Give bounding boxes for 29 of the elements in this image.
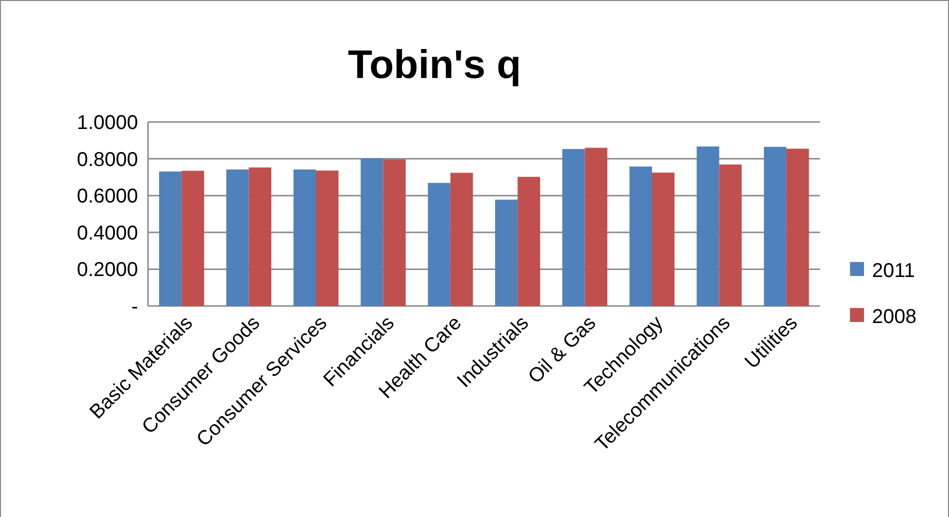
- bar: [584, 148, 608, 306]
- legend-label: 2011: [872, 260, 916, 282]
- bar: [719, 164, 742, 306]
- bar: [226, 169, 249, 306]
- chart-title: Tobin's q: [348, 43, 522, 87]
- bar: [293, 169, 316, 306]
- bar: [248, 167, 272, 306]
- bar: [495, 200, 518, 306]
- bar: [786, 148, 809, 306]
- bar: [182, 170, 204, 306]
- bar: [518, 176, 540, 306]
- bar: [159, 171, 182, 306]
- bar: [383, 160, 406, 306]
- bar: [696, 146, 720, 306]
- bar: [764, 146, 786, 306]
- y-tick-label: 0.4000: [76, 222, 138, 244]
- bar: [316, 170, 339, 306]
- y-tick-label: 0.8000: [76, 148, 138, 171]
- bar: [360, 158, 384, 306]
- y-tick-label: -: [131, 296, 138, 318]
- bar: [652, 172, 675, 306]
- legend-label: 2008: [872, 306, 916, 328]
- bar: [629, 166, 652, 306]
- bar: [428, 182, 450, 306]
- bar: [450, 172, 473, 306]
- y-tick-label: 1.0000: [76, 112, 138, 134]
- y-tick-label: 0.6000: [76, 186, 138, 208]
- bar: [562, 149, 585, 306]
- y-tick-label: 0.2000: [76, 259, 138, 282]
